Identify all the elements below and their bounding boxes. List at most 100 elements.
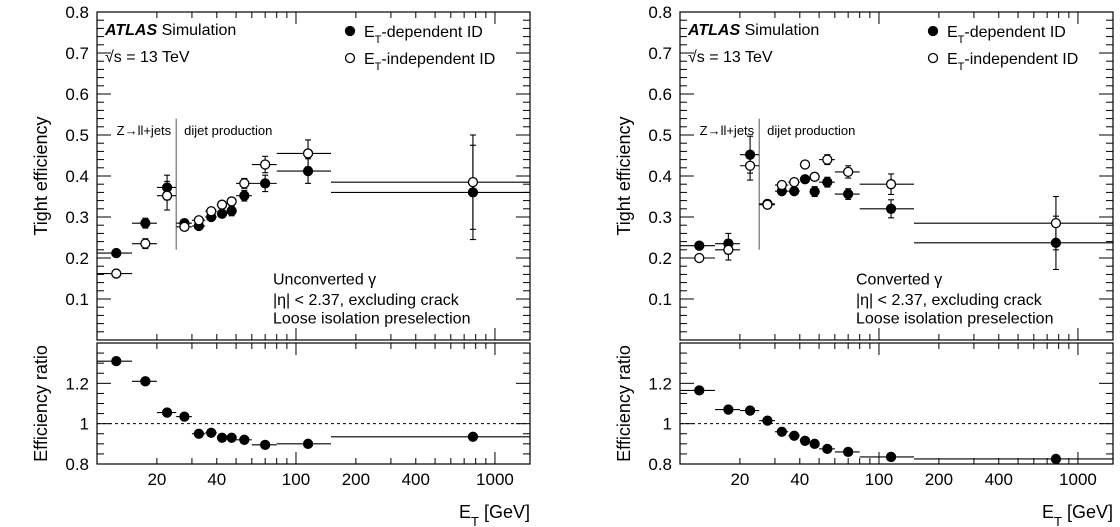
dependent-point (799, 174, 811, 185)
y-tick-label: 0.3 (648, 208, 672, 227)
dependent-point (843, 188, 854, 200)
y-tick-label: 0.8 (648, 3, 672, 22)
x-tick-label: 1000 (1059, 470, 1097, 489)
dependent-point (216, 208, 228, 219)
isolation-label: Loose isolation preselection (856, 310, 1053, 327)
x-tick-label: 100 (282, 470, 310, 489)
independent-point (179, 221, 190, 232)
legend-marker-independent (344, 52, 356, 64)
y-tick-label: 0.3 (65, 208, 89, 227)
ratio-point (216, 432, 228, 443)
ratio-point (239, 434, 250, 445)
energy-label: √s = 13 TeV (105, 49, 190, 66)
ratio-point (161, 407, 173, 418)
ratio-point (206, 427, 217, 438)
photon-category-label: Converted γ (856, 272, 942, 289)
dependent-point (885, 203, 897, 214)
independent-point (260, 159, 271, 170)
x-tick-label: 200 (925, 470, 953, 489)
independent-point (885, 179, 897, 190)
ratio-y-axis-label: Efficiency ratio (614, 345, 634, 462)
independent-point (789, 176, 800, 188)
atlas-label: ATLAS Simulation (104, 22, 236, 39)
y-tick-label: 0.2 (65, 249, 89, 268)
ratio-y-axis-label: Efficiency ratio (31, 345, 51, 462)
ratio-point (776, 426, 788, 437)
x-tick-label: 20 (147, 470, 166, 489)
legend-label-dependent: ET-dependent ID (947, 24, 1066, 46)
x-tick-label: 40 (790, 470, 809, 489)
ratio-point (799, 435, 811, 446)
dependent-point (111, 247, 122, 259)
ratio-point (822, 443, 833, 455)
ratio-point (193, 428, 205, 439)
ratio-point (723, 404, 734, 415)
dependent-point (809, 186, 820, 197)
x-tick-label: 40 (207, 470, 226, 489)
ratio-y-tick-label: 0.8 (648, 455, 672, 474)
y-tick-label: 0.1 (648, 290, 672, 309)
region-label-dijet: dijet production (184, 123, 272, 138)
independent-point (843, 166, 854, 178)
chart-panel-right: 20 40 100 200 400 1000 0.1 0.2 0.3 0.4 0.5 0.6 0.7 0.… (614, 3, 1114, 527)
independent-point (216, 199, 228, 210)
region-label-dijet: dijet production (767, 123, 855, 138)
x-axis-label: ET [GeV] (1042, 502, 1113, 527)
dependent-point (302, 165, 314, 177)
ratio-point (809, 438, 820, 449)
legend-label-independent: ET-independent ID (364, 51, 495, 73)
ratio-y-tick-label: 0.8 (65, 455, 89, 474)
y-tick-label: 0.4 (648, 167, 672, 186)
dependent-point (239, 190, 250, 201)
independent-point (111, 268, 122, 279)
ratio-point (885, 451, 897, 463)
y-axis-label: Tight efficiency (614, 116, 634, 235)
independent-points-group (680, 150, 1113, 264)
ratio-point (111, 355, 122, 367)
ratio-y-tick-label: 1.2 (65, 374, 89, 393)
dependent-point (694, 240, 705, 251)
ratio-point (260, 439, 271, 450)
independent-point (1050, 217, 1062, 229)
legend-marker-independent (927, 52, 939, 64)
y-axis-label: Tight efficiency (31, 116, 51, 235)
legend-marker-dependent (344, 25, 356, 37)
independent-point (776, 179, 788, 191)
x-tick-label: 1000 (476, 470, 514, 489)
independent-point (467, 176, 479, 188)
x-tick-label: 100 (865, 470, 893, 489)
legend-marker-dependent (927, 25, 939, 37)
y-tick-label: 0.2 (648, 249, 672, 268)
ratio-y-tick-label: 1 (80, 415, 89, 434)
independent-point (302, 148, 314, 159)
y-tick-label: 0.7 (648, 44, 672, 63)
ratio-point (302, 438, 314, 449)
isolation-label: Loose isolation preselection (273, 310, 470, 327)
independent-point (206, 206, 217, 217)
independent-point (140, 238, 151, 249)
ratio-point (467, 431, 479, 442)
independent-point (226, 196, 237, 207)
eta-selection-label: |η| < 2.37, excluding crack (856, 292, 1043, 309)
dependent-points-group (680, 135, 1113, 271)
dependent-point (789, 186, 800, 197)
dependent-point (140, 217, 151, 229)
independent-point (822, 154, 833, 165)
independent-point (161, 190, 173, 201)
ratio-y-tick-label: 1 (663, 415, 672, 434)
y-tick-label: 0.7 (65, 44, 89, 63)
ratio-point (843, 446, 854, 458)
ratio-point (744, 405, 756, 416)
x-tick-label: 400 (985, 470, 1013, 489)
y-tick-label: 0.4 (65, 167, 89, 186)
legend-label-independent: ET-independent ID (947, 51, 1078, 73)
ratio-point (140, 376, 151, 387)
dependent-point (226, 205, 237, 217)
y-tick-label: 0.6 (648, 85, 672, 104)
x-tick-label: 200 (342, 470, 370, 489)
dependent-point (260, 178, 271, 189)
energy-label: √s = 13 TeV (688, 49, 773, 66)
ratio-plot-frame (96, 342, 531, 465)
y-tick-label: 0.5 (65, 126, 89, 145)
